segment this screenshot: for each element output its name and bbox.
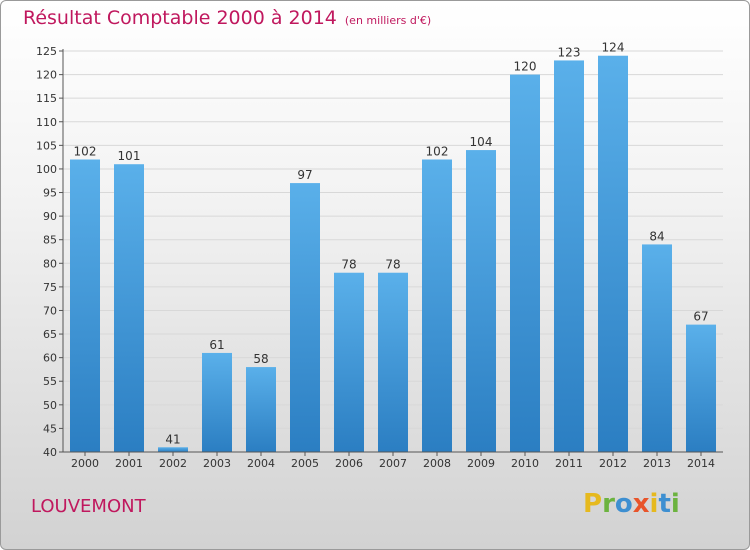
bar xyxy=(334,272,364,452)
logo-letter: r xyxy=(602,489,615,519)
x-tick-label: 2009 xyxy=(467,457,495,470)
y-tick-label: 110 xyxy=(36,116,57,129)
x-tick-label: 2011 xyxy=(555,457,583,470)
y-tick-label: 45 xyxy=(43,422,57,435)
y-tick-label: 125 xyxy=(36,45,57,58)
data-label: 124 xyxy=(602,41,625,55)
y-tick-label: 60 xyxy=(43,352,57,365)
x-tick-label: 2001 xyxy=(115,457,143,470)
logo-letter: P xyxy=(583,489,603,519)
y-tick-label: 55 xyxy=(43,375,57,388)
x-tick-label: 2014 xyxy=(687,457,715,470)
bar xyxy=(290,183,320,452)
town-name: LOUVEMONT xyxy=(31,496,146,517)
proxiti-logo: Proxiti xyxy=(583,489,680,519)
bar xyxy=(246,367,276,452)
chart-title-unit: (en milliers d'€) xyxy=(344,14,432,27)
x-tick-label: 2004 xyxy=(247,457,275,470)
data-label: 61 xyxy=(209,338,224,352)
bar xyxy=(510,74,540,453)
y-tick-label: 120 xyxy=(36,69,57,82)
data-label: 58 xyxy=(253,352,268,366)
data-label: 123 xyxy=(558,45,581,59)
bar xyxy=(642,244,672,452)
bar xyxy=(378,272,408,452)
chart-title-main: Résultat Comptable 2000 à 2014 xyxy=(23,7,337,29)
x-tick-label: 2006 xyxy=(335,457,363,470)
bar xyxy=(202,352,232,452)
data-label: 101 xyxy=(118,149,141,163)
x-tick-label: 2005 xyxy=(291,457,319,470)
x-tick-label: 2012 xyxy=(599,457,627,470)
x-tick-label: 2007 xyxy=(379,457,407,470)
y-tick-label: 95 xyxy=(43,187,57,200)
bar xyxy=(554,60,584,452)
logo-letter: x xyxy=(632,489,650,519)
logo-letter: t xyxy=(658,489,671,519)
data-label: 78 xyxy=(385,258,400,272)
data-label: 97 xyxy=(297,168,312,182)
bar xyxy=(598,55,628,452)
x-tick-label: 2003 xyxy=(203,457,231,470)
bar xyxy=(158,447,188,452)
data-label: 120 xyxy=(514,60,537,74)
y-tick-label: 40 xyxy=(43,446,57,459)
bar xyxy=(466,150,496,452)
logo-letter: o xyxy=(614,489,633,519)
bar xyxy=(422,159,452,452)
y-tick-label: 65 xyxy=(43,328,57,341)
x-tick-label: 2008 xyxy=(423,457,451,470)
y-tick-label: 90 xyxy=(43,210,57,223)
bar xyxy=(686,324,716,452)
x-tick-label: 2013 xyxy=(643,457,671,470)
y-tick-label: 80 xyxy=(43,257,57,270)
bar xyxy=(70,159,100,452)
y-tick-label: 100 xyxy=(36,163,57,176)
y-tick-label: 85 xyxy=(43,234,57,247)
data-label: 41 xyxy=(165,432,180,446)
x-tick-label: 2010 xyxy=(511,457,539,470)
y-tick-label: 105 xyxy=(36,139,57,152)
data-label: 102 xyxy=(426,145,449,159)
data-label: 67 xyxy=(693,310,708,324)
data-label: 84 xyxy=(649,229,664,243)
data-label: 104 xyxy=(470,135,493,149)
chart-title: Résultat Comptable 2000 à 2014 (en millie… xyxy=(23,7,431,29)
x-tick-label: 2000 xyxy=(71,457,99,470)
y-tick-label: 115 xyxy=(36,92,57,105)
data-label: 102 xyxy=(74,145,97,159)
logo-letter: i xyxy=(649,489,659,519)
bar xyxy=(114,164,144,453)
data-label: 78 xyxy=(341,258,356,272)
x-tick-label: 2002 xyxy=(159,457,187,470)
y-tick-label: 50 xyxy=(43,399,57,412)
y-tick-label: 70 xyxy=(43,304,57,317)
y-tick-label: 75 xyxy=(43,281,57,294)
logo-letter: i xyxy=(670,489,680,519)
